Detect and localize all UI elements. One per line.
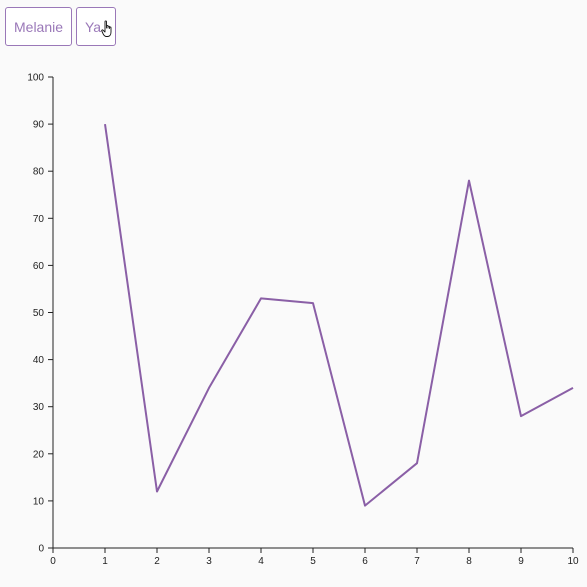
hand-pointer-icon (101, 20, 112, 37)
x-tick-label: 8 (466, 556, 472, 567)
y-tick-label: 80 (33, 167, 45, 178)
series-line-0 (104, 123, 574, 507)
y-tick-label: 70 (33, 214, 45, 225)
x-tick-label: 6 (362, 556, 368, 567)
x-tick-label: 4 (258, 556, 264, 567)
y-tick-label: 90 (33, 120, 45, 131)
series-button-bar: Melanie Ya (5, 7, 116, 46)
x-tick-label: 10 (567, 556, 579, 567)
ya-button[interactable]: Ya (76, 7, 116, 46)
y-tick-label: 10 (33, 496, 45, 507)
series-group (104, 123, 574, 507)
y-tick-label: 60 (33, 261, 45, 272)
y-tick-label: 20 (33, 449, 45, 460)
x-tick-label: 0 (50, 556, 56, 567)
x-tick-label: 5 (310, 556, 316, 567)
ya-button-label: Ya (85, 18, 102, 35)
x-tick-label: 3 (206, 556, 212, 567)
melanie-button[interactable]: Melanie (5, 7, 72, 46)
x-tick-label: 9 (518, 556, 524, 567)
y-tick-label: 30 (33, 402, 45, 413)
x-tick-label: 1 (102, 556, 108, 567)
y-tick-label: 0 (38, 544, 44, 555)
y-tick-label: 100 (27, 73, 44, 84)
x-axis: 0 1 2 3 4 5 6 7 8 9 10 (50, 547, 579, 567)
y-tick-label: 50 (33, 308, 45, 319)
x-tick-label: 7 (414, 556, 420, 567)
x-tick-label: 2 (154, 556, 160, 567)
y-axis: 0 10 20 30 40 50 60 70 80 90 100 (27, 73, 54, 555)
y-tick-label: 40 (33, 355, 45, 366)
